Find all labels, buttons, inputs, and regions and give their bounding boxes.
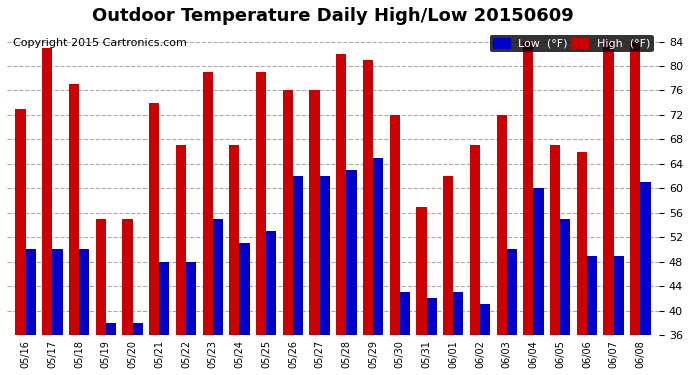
Bar xyxy=(640,182,651,335)
Bar xyxy=(283,90,293,335)
Bar xyxy=(426,298,437,335)
Bar xyxy=(213,219,223,335)
Bar xyxy=(497,115,506,335)
Bar xyxy=(630,42,640,335)
Bar xyxy=(550,146,560,335)
Bar xyxy=(533,188,544,335)
Bar xyxy=(239,243,250,335)
Bar xyxy=(79,249,89,335)
Bar xyxy=(613,256,624,335)
Bar xyxy=(203,72,213,335)
Bar xyxy=(229,146,239,335)
Bar xyxy=(506,249,517,335)
Bar xyxy=(186,262,196,335)
Bar xyxy=(106,323,116,335)
Bar xyxy=(373,158,383,335)
Bar xyxy=(470,146,480,335)
Text: Copyright 2015 Cartronics.com: Copyright 2015 Cartronics.com xyxy=(14,39,188,48)
Bar xyxy=(346,170,357,335)
Bar xyxy=(390,115,400,335)
Bar xyxy=(363,60,373,335)
Legend: Low  (°F), High  (°F): Low (°F), High (°F) xyxy=(489,35,653,52)
Bar xyxy=(416,207,426,335)
Bar xyxy=(400,292,410,335)
Bar xyxy=(132,323,143,335)
Bar xyxy=(604,42,613,335)
Bar xyxy=(319,176,330,335)
Bar xyxy=(480,304,490,335)
Bar xyxy=(453,292,464,335)
Bar xyxy=(176,146,186,335)
Bar xyxy=(577,152,587,335)
Bar xyxy=(122,219,132,335)
Bar xyxy=(560,219,571,335)
Bar xyxy=(587,256,597,335)
Bar xyxy=(310,90,319,335)
Bar xyxy=(149,103,159,335)
Bar xyxy=(96,219,106,335)
Bar xyxy=(26,249,36,335)
Bar xyxy=(52,249,63,335)
Bar xyxy=(69,84,79,335)
Title: Outdoor Temperature Daily High/Low 20150609: Outdoor Temperature Daily High/Low 20150… xyxy=(92,7,574,25)
Bar xyxy=(266,231,277,335)
Bar xyxy=(443,176,453,335)
Bar xyxy=(15,109,26,335)
Bar xyxy=(336,54,346,335)
Bar xyxy=(256,72,266,335)
Bar xyxy=(159,262,170,335)
Bar xyxy=(293,176,303,335)
Bar xyxy=(523,42,533,335)
Bar xyxy=(42,48,52,335)
